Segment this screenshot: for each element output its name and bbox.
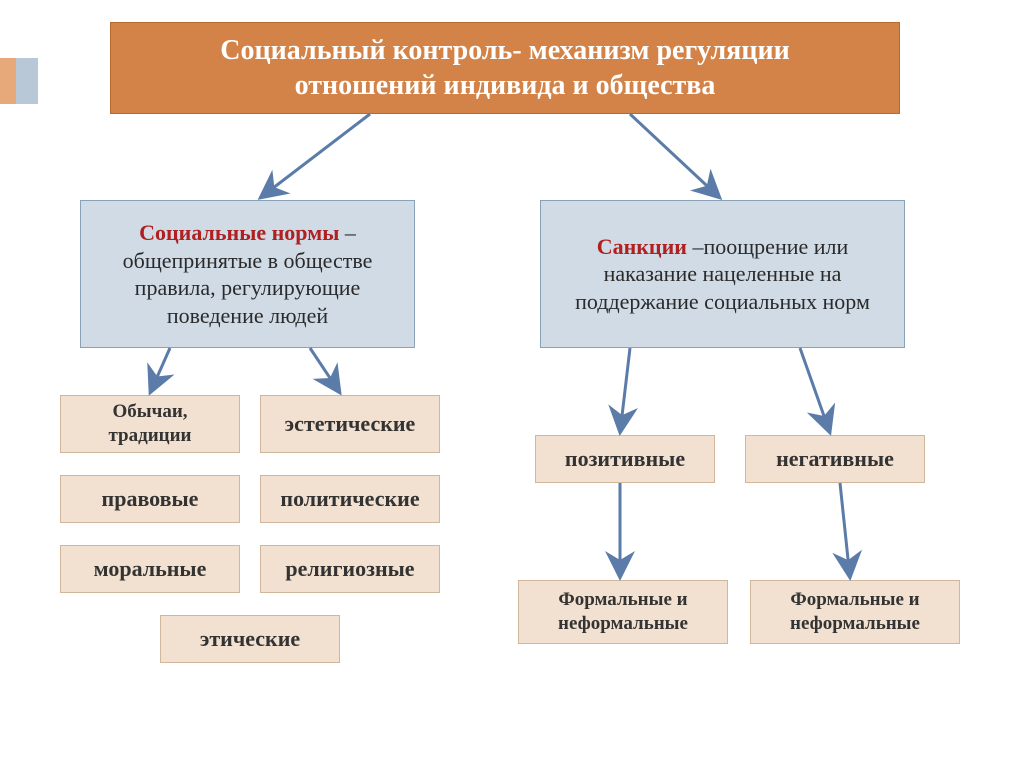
sanctions-definition-box: Санкции –поощрение или наказание нацелен… — [540, 200, 905, 348]
title-box: Социальный контроль- механизм регуляции … — [110, 22, 900, 114]
category-ethical-label: этические — [200, 625, 300, 653]
title-line1: Социальный контроль- механизм регуляции — [220, 35, 789, 66]
category-aesthetic-label: эстетические — [285, 410, 416, 438]
accent-tab-blue — [16, 58, 38, 104]
category-customs: Обычаи, традиции — [60, 395, 240, 453]
category-positive-label: позитивные — [565, 445, 685, 473]
title-line2: отношений индивида и общества — [295, 70, 716, 101]
category-political-label: политические — [280, 485, 419, 513]
norms-term: Социальные нормы — [139, 220, 339, 245]
category-formal-2-label: Формальные и неформальные — [759, 588, 951, 636]
category-formal-2: Формальные и неформальные — [750, 580, 960, 644]
category-legal-label: правовые — [102, 485, 199, 513]
category-aesthetic: эстетические — [260, 395, 440, 453]
category-ethical: этические — [160, 615, 340, 663]
category-negative: негативные — [745, 435, 925, 483]
category-political: политические — [260, 475, 440, 523]
category-customs-label: Обычаи, традиции — [69, 400, 231, 448]
sanctions-term: Санкции — [597, 234, 687, 259]
arrows-layer — [0, 0, 1024, 768]
category-positive: позитивные — [535, 435, 715, 483]
category-negative-label: негативные — [776, 445, 894, 473]
category-legal: правовые — [60, 475, 240, 523]
norms-definition-box: Социальные нормы – общепринятые в общест… — [80, 200, 415, 348]
category-formal-1: Формальные и неформальные — [518, 580, 728, 644]
category-moral-label: моральные — [94, 555, 207, 583]
category-formal-1-label: Формальные и неформальные — [527, 588, 719, 636]
category-religious-label: религиозные — [285, 555, 414, 583]
category-religious: религиозные — [260, 545, 440, 593]
category-moral: моральные — [60, 545, 240, 593]
accent-tab-orange — [0, 58, 16, 104]
